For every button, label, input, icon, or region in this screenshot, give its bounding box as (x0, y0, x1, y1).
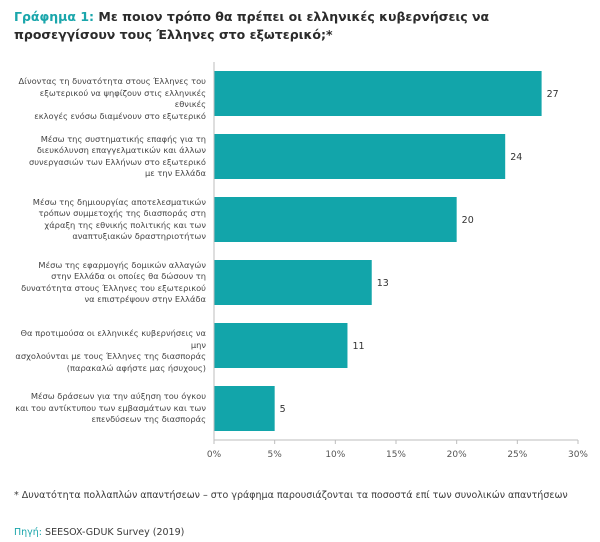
bar-chart: 27 24 20 13 11 5 0% 5% 10% 15% 20% 25% 30% (207, 62, 588, 460)
x-tick-label: 20% (447, 450, 467, 460)
data-label: 20 (462, 215, 474, 226)
bar (214, 386, 275, 431)
chart-title-text: Με ποιον τρόπο θα πρέπει οι ελληνικές κυ… (14, 9, 490, 42)
category-label-line: χάραξη της εθνικής πολιτικής και των (44, 219, 206, 230)
category-label-line: Δίνοντας τη δυνατότητα στους Έλληνες του (18, 76, 206, 87)
bar (214, 197, 457, 242)
category-label-line: τρόπων συμμετοχής της διασποράς στη (38, 208, 206, 218)
category-label-line: στην Ελλάδα οι οποίες θα δώσουν τη (51, 271, 206, 281)
bar (214, 134, 506, 179)
category-label-line: Θα προτιμούσα οι ελληνικές κυβερνήσεις ν… (20, 328, 207, 350)
category-label-line: ασχολούνται με τους Έλληνες της διασπορά… (15, 351, 206, 362)
category-label-line: συνεργασιών των Ελλήνων στο εξωτερικό (28, 156, 206, 167)
category-label: Θα προτιμούσα οι ελληνικές κυβερνήσεις ν… (6, 328, 206, 374)
bar (214, 71, 542, 116)
data-label: 5 (280, 404, 286, 415)
category-label: Δίνοντας τη δυνατότητα στους Έλληνες του… (6, 76, 206, 122)
data-label: 24 (510, 152, 522, 163)
x-tick-label: 30% (568, 450, 588, 460)
chart-title: Γράφημα 1: Με ποιον τρόπο θα πρέπει οι ε… (14, 8, 554, 44)
x-tick-label: 15% (386, 450, 406, 460)
source-line: Πηγή: SEESOX-GDUK Survey (2019) (14, 527, 184, 538)
category-label-line: δυνατότητα στους Έλληνες του εξωτερικού (21, 282, 206, 293)
category-label: Μέσω της δημιουργίας αποτελεσματικών τρόπ… (6, 197, 206, 243)
x-tick-label: 5% (268, 450, 283, 460)
chart-title-lead: Γράφημα 1: (14, 9, 95, 24)
data-label: 11 (352, 341, 364, 352)
footnote: * Δυνατότητα πολλαπλών απαντήσεων – στο … (14, 490, 568, 501)
category-label: Μέσω της εφαρμογής δομικών αλλαγών στην Ε… (6, 260, 206, 306)
category-label-line: (παρακαλώ αφήστε μας ήσυχους) (66, 362, 206, 373)
data-label: 13 (377, 278, 389, 289)
data-label: 27 (547, 89, 559, 100)
bar (214, 260, 372, 305)
source-key: Πηγή: (14, 527, 43, 538)
category-label-line: διευκόλυνση επαγγελματικών και άλλων (36, 145, 206, 155)
category-label-line: Μέσω της εφαρμογής δομικών αλλαγών (38, 259, 206, 270)
x-tick-label: 25% (507, 450, 527, 460)
category-label-line: να επιστρέψουν στην Ελλάδα (84, 294, 206, 304)
category-label: Μέσω της συστηματικής επαφής για τη διευκ… (6, 134, 206, 180)
category-label-line: εξωτερικού να ψηφίζουν στις ελληνικές εθ… (39, 87, 206, 110)
category-label-line: με την Ελλάδα (144, 168, 206, 178)
category-label-line: Μέσω της συστηματικής επαφής για τη (40, 133, 206, 144)
source-text: SEESOX-GDUK Survey (2019) (45, 527, 185, 538)
category-label-line: αναπτυξιακών δραστηριοτήτων (72, 231, 206, 241)
category-label-line: εκλογές ενόσω διαμένουν στο εξωτερικό (34, 110, 206, 121)
x-tick-label: 0% (207, 450, 222, 460)
category-label-line: Μέσω δράσεων για την αύξηση του όγκου (30, 391, 206, 402)
bar (214, 323, 348, 368)
x-tick-label: 10% (325, 450, 345, 460)
category-label-line: και του αντίκτυπου των εμβασμάτων και τω… (15, 402, 206, 413)
category-label-line: Μέσω της δημιουργίας αποτελεσματικών (32, 196, 206, 207)
category-label: Μέσω δράσεων για την αύξηση του όγκου και… (6, 391, 206, 426)
category-label-line: επενδύσεων της διασποράς (91, 414, 207, 425)
